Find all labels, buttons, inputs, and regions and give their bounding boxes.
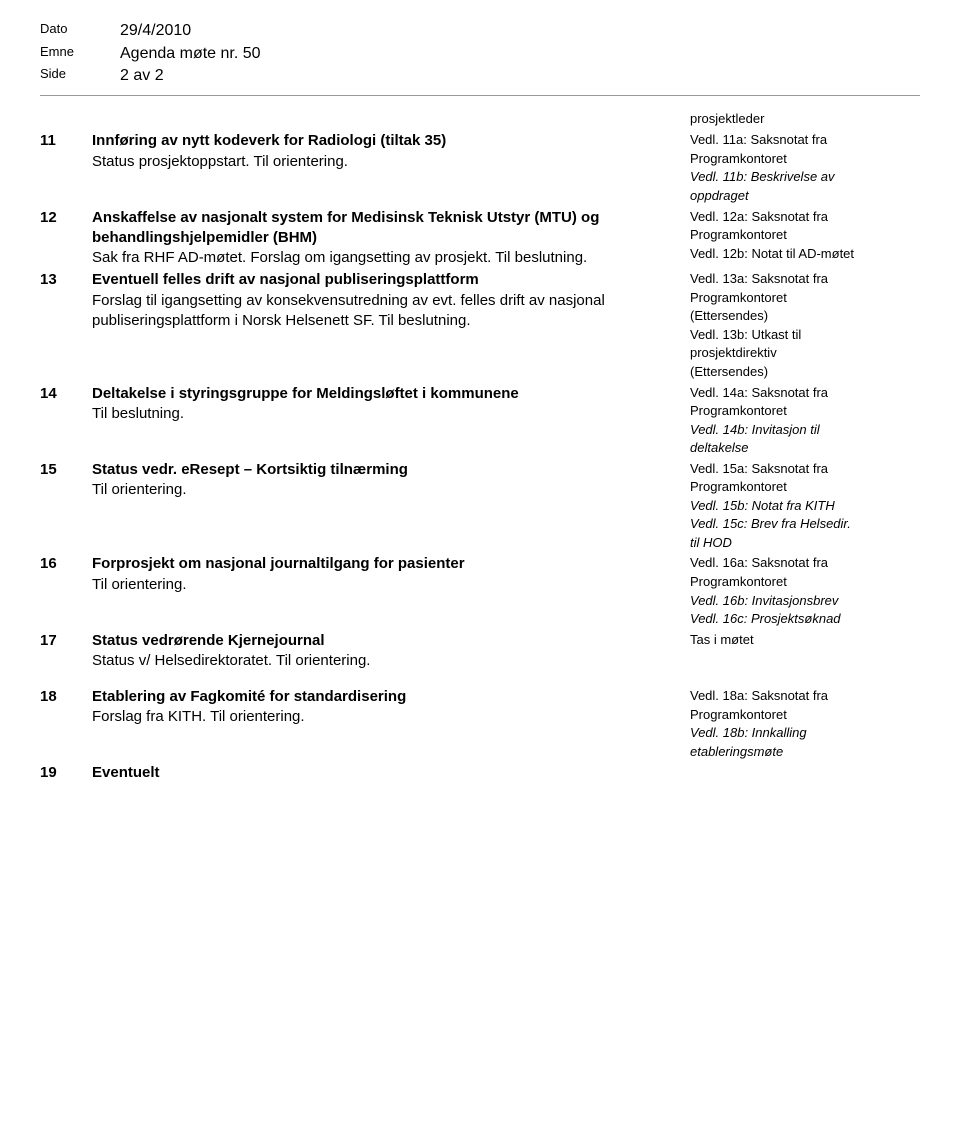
agenda-note-line: Vedl. 16b: Invitasjonsbrev — [690, 592, 920, 610]
agenda-note-line: Vedl. 11b: Beskrivelse av — [690, 168, 920, 186]
top-note: prosjektleder — [690, 110, 920, 128]
agenda-title: Anskaffelse av nasjonalt system for Medi… — [92, 209, 599, 246]
agenda-note-line: Vedl. 18b: Innkalling — [690, 724, 920, 742]
agenda-note-line: Programkontoret — [690, 478, 920, 496]
agenda-note-line: Vedl. 15b: Notat fra KITH — [690, 497, 920, 515]
agenda-body-text: Til beslutning. — [92, 405, 184, 422]
agenda-notes: Vedl. 12a: Saksnotat fraProgramkontoretV… — [690, 206, 920, 269]
agenda-note-line: oppdraget — [690, 187, 920, 205]
agenda-number: 16 — [40, 552, 80, 628]
agenda-notes: Vedl. 11a: Saksnotat fraProgramkontoretV… — [690, 129, 920, 205]
agenda-note-line: prosjektdirektiv — [690, 344, 920, 362]
agenda-title: Eventuelt — [92, 764, 160, 781]
agenda-note-line: Programkontoret — [690, 706, 920, 724]
agenda-description: Innføring av nytt kodeverk for Radiologi… — [92, 129, 678, 205]
agenda-title: Status vedrørende Kjernejournal — [92, 632, 325, 649]
agenda-note-line: etableringsmøte — [690, 743, 920, 761]
agenda-body-text: Status prosjektoppstart. Til orientering… — [92, 153, 348, 170]
agenda-note-line: Vedl. 15c: Brev fra Helsedir. — [690, 515, 920, 533]
agenda-note-line: Vedl. 11a: Saksnotat fra — [690, 131, 920, 149]
agenda-number: 17 — [40, 629, 80, 672]
agenda-title: Status vedr. eResept – Kortsiktig tilnær… — [92, 461, 408, 478]
agenda-note-line: Vedl. 13b: Utkast til — [690, 326, 920, 344]
agenda-notes: Vedl. 13a: Saksnotat fraProgramkontoret(… — [690, 268, 920, 381]
agenda-description: Forprosjekt om nasjonal journaltilgang f… — [92, 552, 678, 628]
agenda-notes: Vedl. 18a: Saksnotat fraProgramkontoretV… — [690, 685, 920, 761]
agenda-note-line: deltakelse — [690, 439, 920, 457]
dato-value: 29/4/2010 — [120, 20, 191, 42]
agenda-note-line: Vedl. 12b: Notat til AD-møtet — [690, 245, 920, 263]
agenda-notes: Tas i møtet — [690, 629, 920, 672]
agenda-body-text: Til orientering. — [92, 481, 186, 498]
agenda-note-line: Programkontoret — [690, 226, 920, 244]
agenda-note-line: Vedl. 16c: Prosjektsøknad — [690, 610, 920, 628]
agenda-title: Deltakelse i styringsgruppe for Meldings… — [92, 385, 519, 402]
agenda-note-line: Vedl. 14a: Saksnotat fra — [690, 384, 920, 402]
agenda-body-text: Til orientering. — [92, 576, 186, 593]
side-value: 2 av 2 — [120, 65, 164, 87]
agenda-number: 15 — [40, 458, 80, 553]
agenda-notes: Vedl. 16a: Saksnotat fraProgramkontoretV… — [690, 552, 920, 628]
agenda-note-line: Vedl. 15a: Saksnotat fra — [690, 460, 920, 478]
agenda-number: 13 — [40, 268, 80, 381]
dato-label: Dato — [40, 20, 120, 42]
agenda-description: Etablering av Fagkomité for standardiser… — [92, 685, 678, 761]
agenda-body-text: Sak fra RHF AD-møtet. Forslag om igangse… — [92, 249, 587, 266]
agenda-note-line: (Ettersendes) — [690, 363, 920, 381]
agenda-number: 12 — [40, 206, 80, 269]
emne-value: Agenda møte nr. 50 — [120, 43, 261, 65]
agenda-note-line: Vedl. 18a: Saksnotat fra — [690, 687, 920, 705]
emne-label: Emne — [40, 43, 120, 65]
agenda-note-line: (Ettersendes) — [690, 307, 920, 325]
agenda-number: 11 — [40, 129, 80, 205]
agenda-description: Eventuell felles drift av nasjonal publi… — [92, 268, 678, 381]
agenda-number: 14 — [40, 382, 80, 458]
agenda-notes — [690, 761, 920, 783]
agenda-title: Innføring av nytt kodeverk for Radiologi… — [92, 132, 446, 149]
agenda-note-line: til HOD — [690, 534, 920, 552]
agenda-note-line: Vedl. 14b: Invitasjon til — [690, 421, 920, 439]
agenda-description: Deltakelse i styringsgruppe for Meldings… — [92, 382, 678, 458]
agenda-notes: Vedl. 14a: Saksnotat fraProgramkontoretV… — [690, 382, 920, 458]
agenda-body-text: Forslag fra KITH. Til orientering. — [92, 708, 305, 725]
agenda-description: Anskaffelse av nasjonalt system for Medi… — [92, 206, 678, 269]
agenda-description: Eventuelt — [92, 761, 678, 783]
agenda-note-line: Programkontoret — [690, 573, 920, 591]
agenda-note-line: Programkontoret — [690, 402, 920, 420]
agenda-note-line: Programkontoret — [690, 289, 920, 307]
agenda-note-line: Vedl. 16a: Saksnotat fra — [690, 554, 920, 572]
agenda-title: Etablering av Fagkomité for standardiser… — [92, 688, 406, 705]
agenda-note-line: Vedl. 13a: Saksnotat fra — [690, 270, 920, 288]
agenda-body-text: Status v/ Helsedirektoratet. Til oriente… — [92, 652, 370, 669]
agenda-note-line: Tas i møtet — [690, 631, 920, 649]
agenda-title: Eventuell felles drift av nasjonal publi… — [92, 271, 479, 288]
agenda-number: 19 — [40, 761, 80, 783]
agenda-body-text: Forslag til igangsetting av konsekvensut… — [92, 292, 605, 329]
agenda-number: 18 — [40, 685, 80, 761]
agenda-notes: Vedl. 15a: Saksnotat fraProgramkontoretV… — [690, 458, 920, 553]
agenda-note-line: Vedl. 12a: Saksnotat fra — [690, 208, 920, 226]
agenda-description: Status vedrørende Kjernejournal Status v/… — [92, 629, 678, 672]
agenda-body: 11 Innføring av nytt kodeverk for Radiolo… — [40, 129, 920, 783]
side-label: Side — [40, 65, 120, 87]
agenda-grid: prosjektleder — [40, 110, 920, 130]
document-header: Dato 29/4/2010 Emne Agenda møte nr. 50 S… — [40, 20, 920, 87]
agenda-title: Forprosjekt om nasjonal journaltilgang f… — [92, 555, 465, 572]
agenda-description: Status vedr. eResept – Kortsiktig tilnær… — [92, 458, 678, 553]
header-separator — [40, 95, 920, 96]
agenda-note-line: Programkontoret — [690, 150, 920, 168]
